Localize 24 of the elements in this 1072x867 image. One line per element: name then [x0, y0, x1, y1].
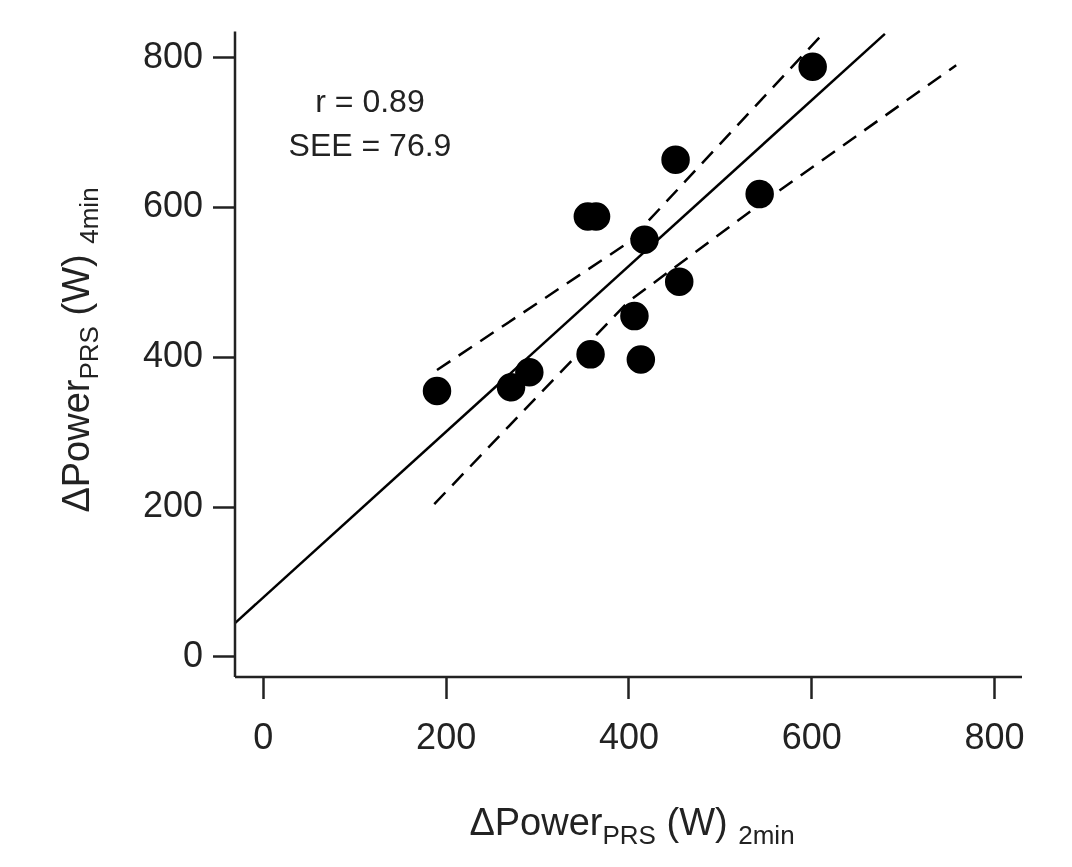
x-tick-label: 200: [416, 715, 477, 757]
x-axis-title: ΔPower$_{PRS}$ (W) $_{2min}$: [469, 801, 795, 851]
x-tick-label: 0: [253, 715, 274, 757]
point: [576, 340, 605, 369]
y-tick-label: 600: [142, 184, 203, 226]
y-tick-label: 800: [142, 34, 203, 76]
x-tick-label: 600: [781, 715, 842, 757]
y-tick-label: 400: [142, 334, 203, 376]
point: [798, 52, 827, 82]
point: [496, 372, 526, 402]
point: [661, 145, 690, 174]
y-tick-label: 200: [142, 483, 203, 525]
point: [626, 345, 656, 374]
point: [620, 301, 649, 331]
point: [422, 376, 452, 406]
x-tick-label: 400: [598, 715, 659, 757]
point: [630, 225, 659, 254]
x-tick-label: 800: [964, 715, 1025, 757]
annotation: r = 0.89: [315, 82, 425, 119]
point: [664, 267, 694, 296]
annotation: SEE = 76.9: [288, 126, 452, 163]
y-tick-label: 0: [182, 633, 203, 675]
point: [515, 358, 544, 387]
point: [745, 179, 774, 209]
